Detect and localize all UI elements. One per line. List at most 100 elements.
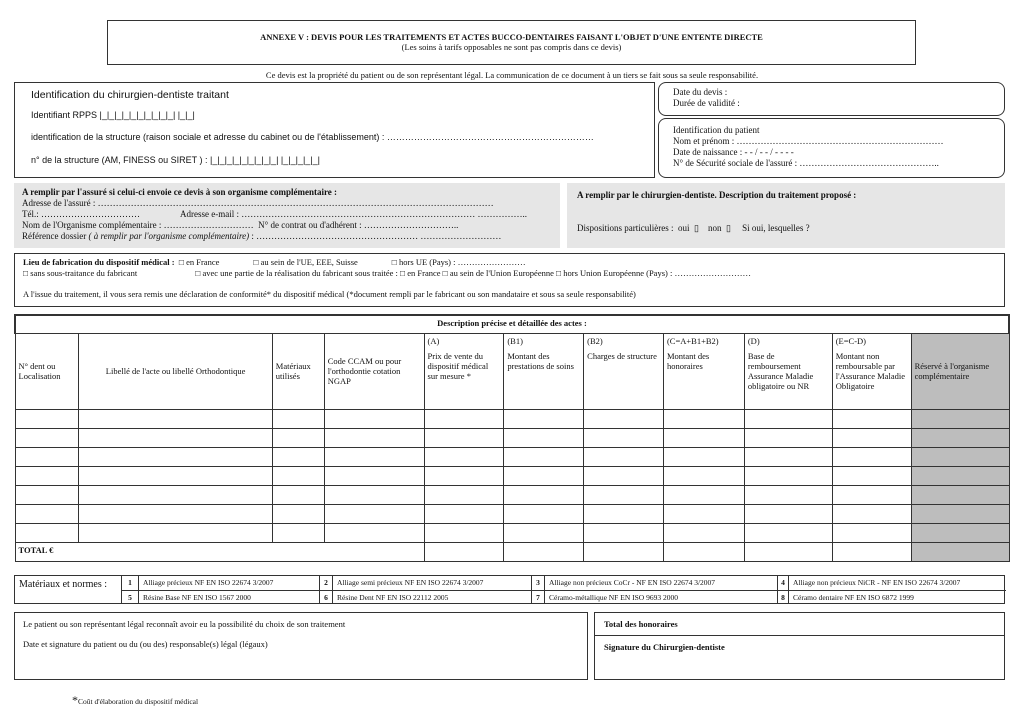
table-cell[interactable] — [14, 484, 80, 505]
table-cell[interactable] — [271, 465, 325, 486]
total-cell[interactable] — [583, 541, 664, 562]
table-cell[interactable] — [743, 484, 833, 505]
table-cell[interactable] — [271, 484, 325, 505]
table-cell[interactable] — [831, 465, 912, 486]
table-cell[interactable] — [271, 503, 325, 524]
table-cell[interactable] — [503, 503, 585, 524]
table-cell[interactable] — [271, 408, 325, 429]
table-cell[interactable] — [78, 503, 273, 524]
table-cell[interactable] — [831, 427, 912, 448]
table-cell[interactable] — [271, 427, 325, 448]
checkbox-hors-ue[interactable]: □ hors UE (Pays) : …………………… — [391, 257, 526, 267]
rpps-field[interactable]: Identifiant RPPS |_|_|_|_|_|_|_|_|_|_| |… — [31, 110, 195, 120]
table-cell[interactable] — [14, 465, 80, 486]
table-cell[interactable] — [503, 427, 585, 448]
insured-address-field[interactable]: Adresse de l'assuré : ………………………………………………… — [22, 198, 494, 208]
table-cell[interactable] — [323, 484, 425, 505]
table-cell[interactable] — [503, 484, 585, 505]
tel-field[interactable]: Tél.: …………………………… — [22, 209, 140, 219]
total-cell[interactable] — [662, 541, 745, 562]
total-cell[interactable] — [831, 541, 912, 562]
table-cell[interactable] — [662, 484, 745, 505]
table-cell[interactable] — [323, 408, 425, 429]
table-cell[interactable] — [423, 465, 505, 486]
contract-field[interactable]: N° de contrat ou d'adhérent : …………………………… — [258, 220, 459, 230]
table-cell[interactable] — [831, 484, 912, 505]
table-cell[interactable] — [323, 503, 425, 524]
organism-field[interactable]: Nom de l'Organisme complémentaire : …………… — [22, 220, 254, 230]
table-cell[interactable] — [743, 408, 833, 429]
structure-field[interactable]: identification de la structure (raison s… — [31, 132, 594, 142]
table-cell[interactable] — [583, 408, 664, 429]
total-cell[interactable] — [910, 541, 1010, 562]
table-cell[interactable] — [662, 522, 745, 543]
validity-field[interactable]: Durée de validité : — [673, 98, 740, 108]
table-cell[interactable] — [78, 465, 273, 486]
table-cell[interactable] — [743, 446, 833, 467]
email-field[interactable]: Adresse e-mail : ……………………………………………………………… — [180, 209, 527, 219]
table-cell[interactable] — [14, 522, 80, 543]
table-cell[interactable] — [14, 427, 80, 448]
total-cell[interactable] — [423, 541, 505, 562]
table-cell[interactable] — [831, 503, 912, 524]
table-cell[interactable] — [503, 465, 585, 486]
table-cell[interactable] — [583, 484, 664, 505]
table-cell[interactable] — [423, 522, 505, 543]
devis-date-field[interactable]: Date du devis : — [673, 87, 728, 97]
table-cell[interactable] — [503, 446, 585, 467]
total-cell[interactable] — [743, 541, 833, 562]
table-cell[interactable] — [78, 522, 273, 543]
table-cell[interactable] — [831, 408, 912, 429]
table-cell[interactable] — [423, 446, 505, 467]
table-cell[interactable] — [271, 446, 325, 467]
table-cell[interactable] — [743, 427, 833, 448]
table-cell[interactable] — [271, 522, 325, 543]
patient-signature-field[interactable]: Date et signature du patient ou du (ou d… — [23, 639, 268, 649]
table-cell[interactable] — [323, 427, 425, 448]
checkbox-ue[interactable]: □ au sein de l'UE, EEE, Suisse — [253, 257, 358, 267]
table-cell[interactable] — [78, 446, 273, 467]
table-cell[interactable] — [423, 503, 505, 524]
table-cell[interactable] — [323, 465, 425, 486]
table-cell[interactable] — [14, 446, 80, 467]
table-cell[interactable] — [831, 446, 912, 467]
table-cell[interactable] — [583, 522, 664, 543]
table-cell[interactable] — [423, 408, 505, 429]
table-cell[interactable] — [662, 408, 745, 429]
dentist-signature-field[interactable]: Signature du Chirurgien-dentiste — [604, 642, 725, 652]
table-cell[interactable] — [423, 484, 505, 505]
total-fees-field[interactable]: Total des honoraires — [595, 613, 1004, 636]
table-cell[interactable] — [14, 503, 80, 524]
table-cell[interactable] — [323, 446, 425, 467]
table-cell[interactable] — [662, 465, 745, 486]
checkbox-france[interactable]: □ en France — [178, 257, 220, 267]
table-cell[interactable] — [78, 484, 273, 505]
patient-name-field[interactable]: Nom et prénom : …………………………………………………………… — [673, 136, 944, 146]
table-cell[interactable] — [503, 408, 585, 429]
table-cell[interactable] — [323, 522, 425, 543]
ss-number-field[interactable]: N° de Sécurité sociale de l'assuré : ………… — [673, 158, 939, 168]
table-cell[interactable] — [78, 427, 273, 448]
table-cell[interactable] — [831, 522, 912, 543]
table-cell[interactable] — [743, 522, 833, 543]
table-cell[interactable] — [583, 503, 664, 524]
table-cell[interactable] — [423, 427, 505, 448]
table-cell[interactable] — [14, 408, 80, 429]
table-cell[interactable] — [583, 427, 664, 448]
table-cell[interactable] — [503, 522, 585, 543]
table-cell[interactable] — [662, 503, 745, 524]
table-cell[interactable] — [662, 446, 745, 467]
total-cell[interactable] — [503, 541, 585, 562]
dispositions-field[interactable]: Dispositions particulières : oui ▯ non ▯… — [577, 223, 810, 233]
structure-number-field[interactable]: n° de la structure (AM, FINESS ou SIRET … — [31, 155, 320, 165]
birth-date-field[interactable]: Date de naissance : - - / - - / - - - - — [673, 147, 794, 157]
table-cell[interactable] — [662, 427, 745, 448]
checkbox-subcontract[interactable]: □ avec une partie de la réalisation du f… — [195, 268, 751, 278]
checkbox-no-subcontract[interactable]: □ sans sous-traitance du fabricant — [23, 268, 138, 278]
table-cell[interactable] — [743, 465, 833, 486]
table-cell[interactable] — [583, 446, 664, 467]
table-cell[interactable] — [78, 408, 273, 429]
table-cell[interactable] — [583, 465, 664, 486]
reference-field[interactable]: Référence dossier ( à remplir par l'orga… — [22, 231, 552, 242]
table-cell[interactable] — [743, 503, 833, 524]
